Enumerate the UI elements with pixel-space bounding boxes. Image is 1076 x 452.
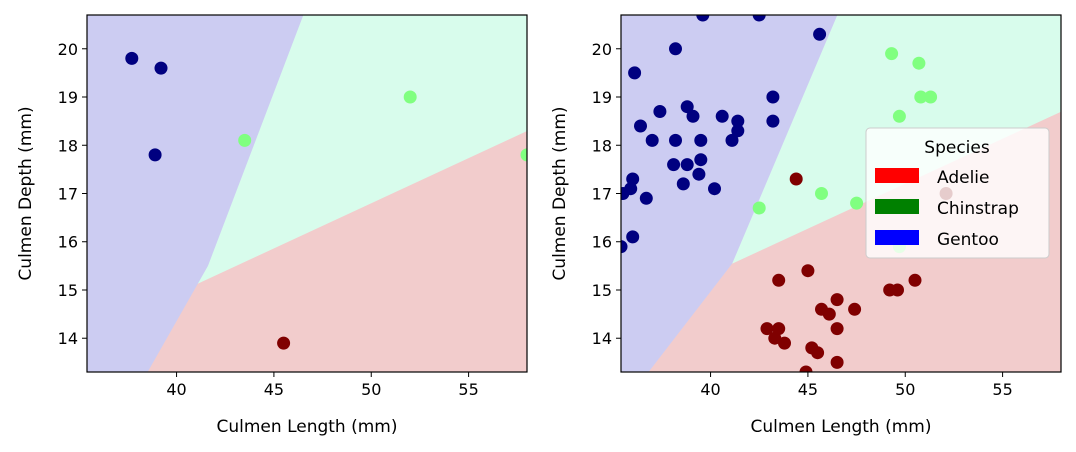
data-point-adelie: [830, 322, 844, 336]
data-point-chinstrap: [238, 133, 252, 147]
data-point-chinstrap: [850, 196, 864, 210]
y-tick-label: 16: [58, 233, 78, 252]
data-point-adelie: [799, 365, 813, 372]
y-tick-label: 17: [58, 185, 78, 204]
y-tick-label: 18: [592, 136, 612, 155]
data-point-chinstrap: [912, 56, 926, 70]
decision-region-gentoo: [621, 15, 838, 372]
y-tick-label: 17: [592, 185, 612, 204]
data-point-adelie: [891, 283, 904, 297]
data-point-gentoo: [696, 15, 710, 22]
data-point-gentoo: [680, 158, 694, 172]
y-tick-label: 15: [58, 281, 78, 300]
species-legend: Species Adelie Chinstrap Gentoo: [865, 127, 1050, 259]
plot-area: [87, 15, 527, 372]
data-point-adelie: [778, 336, 791, 350]
y-tick-label: 20: [592, 40, 612, 59]
data-point-gentoo: [694, 153, 708, 167]
x-tick-label: 45: [264, 380, 284, 399]
data-point-adelie: [848, 302, 862, 316]
x-tick-label: 45: [798, 380, 818, 399]
data-point-gentoo: [715, 109, 729, 123]
y-tick-label: 16: [592, 233, 612, 252]
data-point-gentoo: [621, 240, 628, 254]
y-tick-label: 18: [58, 136, 78, 155]
data-point-gentoo: [634, 119, 647, 133]
y-tick-label: 14: [58, 329, 78, 348]
data-point-gentoo: [813, 27, 827, 41]
data-point-gentoo: [639, 191, 653, 205]
data-point-adelie: [277, 336, 291, 350]
left-scatter-plot: 40 45 50 55 14 15 16 17 18 19 20 Culmen Length (mm)…: [16, 14, 528, 437]
y-tick-label: 19: [592, 88, 612, 107]
legend-swatch-chinstrap: [875, 199, 919, 214]
data-point-gentoo: [653, 105, 667, 118]
data-point-gentoo: [752, 15, 766, 22]
data-point-adelie: [830, 293, 844, 307]
data-point-gentoo: [148, 148, 162, 162]
data-point-adelie: [760, 322, 774, 336]
data-point-gentoo: [766, 90, 780, 104]
y-tick-label: 15: [592, 281, 612, 300]
data-point-gentoo: [766, 114, 780, 128]
legend-frame: [865, 127, 1050, 259]
data-point-gentoo: [669, 42, 682, 56]
data-point-chinstrap: [892, 109, 906, 123]
data-point-chinstrap: [815, 187, 828, 200]
legend-swatch-adelie: [875, 168, 919, 183]
data-point-gentoo: [694, 133, 708, 147]
y-tick-label: 19: [58, 88, 78, 107]
data-point-chinstrap: [520, 148, 527, 162]
data-point-gentoo: [626, 230, 640, 244]
data-point-gentoo: [731, 124, 745, 138]
data-point-gentoo: [667, 158, 681, 172]
data-point-adelie: [811, 346, 825, 360]
data-point-chinstrap: [924, 90, 938, 104]
x-tick-label: 55: [992, 380, 1012, 399]
data-point-gentoo: [686, 109, 700, 123]
y-tick-label: 14: [592, 329, 612, 348]
data-point-gentoo: [708, 182, 721, 196]
data-point-adelie: [801, 264, 815, 278]
data-point-chinstrap: [885, 47, 899, 61]
data-point-gentoo: [125, 51, 139, 65]
x-axis-label: Culmen Length (mm): [217, 417, 398, 437]
legend-label-chinstrap: Chinstrap: [937, 199, 1019, 219]
data-point-adelie: [822, 307, 836, 321]
legend-swatch-gentoo: [875, 230, 919, 245]
y-axis-label: Culmen Depth (mm): [16, 106, 36, 280]
data-point-gentoo: [680, 100, 694, 114]
data-point-chinstrap: [752, 201, 766, 215]
x-axis-label: Culmen Length (mm): [751, 417, 932, 437]
x-tick-label: 50: [361, 380, 381, 399]
data-point-gentoo: [676, 177, 690, 191]
x-tick-label: 40: [700, 380, 720, 399]
data-point-gentoo: [725, 133, 739, 147]
x-tick-label: 50: [895, 380, 915, 399]
data-point-gentoo: [731, 114, 745, 128]
y-axis-label: Culmen Depth (mm): [550, 106, 570, 280]
y-tick-label: 20: [58, 40, 78, 59]
data-point-gentoo: [626, 172, 640, 186]
legend-label-adelie: Adelie: [937, 168, 990, 188]
data-point-gentoo: [669, 133, 682, 147]
data-point-adelie: [789, 172, 803, 186]
data-point-chinstrap: [914, 90, 928, 104]
data-point-chinstrap: [403, 90, 417, 104]
legend-label-gentoo: Gentoo: [937, 230, 999, 250]
x-tick-label: 55: [458, 380, 478, 399]
data-point-gentoo: [624, 182, 638, 196]
data-point-adelie: [768, 331, 782, 345]
data-point-adelie: [908, 273, 922, 287]
data-point-gentoo: [628, 66, 642, 80]
data-point-gentoo: [692, 167, 706, 181]
decision-region-gentoo: [87, 15, 304, 372]
data-point-adelie: [830, 355, 844, 369]
x-tick-label: 40: [166, 380, 186, 399]
data-point-gentoo: [154, 61, 168, 75]
data-point-gentoo: [645, 133, 659, 147]
data-point-adelie: [772, 273, 786, 287]
legend-title: Species: [924, 138, 990, 158]
